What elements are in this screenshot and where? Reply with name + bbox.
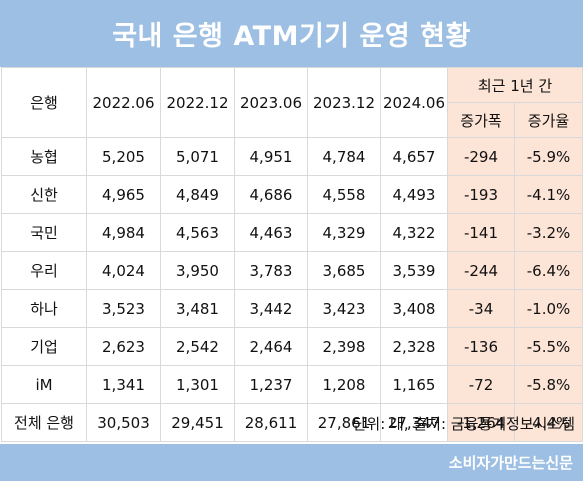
count-cell: 1,208 <box>307 365 381 404</box>
bank-name: iM <box>1 365 87 404</box>
change-group-header: 최근 1년 간 <box>447 67 583 103</box>
count-cell: 4,024 <box>86 251 161 290</box>
bank-name: 우리 <box>1 251 87 290</box>
count-cell: 4,784 <box>307 137 381 176</box>
bank-name: 전체 은행 <box>1 403 87 442</box>
change-amount-cell: -193 <box>447 175 515 214</box>
count-cell: 1,237 <box>234 365 308 404</box>
count-cell: 3,481 <box>160 289 235 328</box>
bank-name: 하나 <box>1 289 87 328</box>
count-cell: 3,685 <box>307 251 381 290</box>
table-row: 전체 은행 30,503 29,451 28,611 27,861 27,347 -1,26… <box>1 403 583 442</box>
count-cell: 4,849 <box>160 175 235 214</box>
count-cell: 1,165 <box>380 365 448 404</box>
count-cell: 4,558 <box>307 175 381 214</box>
count-cell: 4,493 <box>380 175 448 214</box>
change-rate-cell: -5.5% <box>514 327 583 366</box>
count-cell: 28,611 <box>234 403 308 442</box>
count-cell: 2,623 <box>86 327 161 366</box>
change-amount-cell: -1,264 <box>447 403 515 442</box>
publisher-name: 소비자가만드는신문 <box>448 454 573 472</box>
count-cell: 2,398 <box>307 327 381 366</box>
period-header: 2022.06 <box>86 67 161 138</box>
bank-name: 신한 <box>1 175 87 214</box>
table-row: iM 1,341 1,301 1,237 1,208 1,165 -72 -5.8% <box>1 365 583 404</box>
count-cell: 30,503 <box>86 403 161 442</box>
change-rate-cell: -6.4% <box>514 251 583 290</box>
source-footnote: 단위: 대, 출처: 금융통계정보시스템 <box>352 415 575 433</box>
count-cell: 4,322 <box>380 213 448 252</box>
change-rate-cell: -3.2% <box>514 213 583 252</box>
period-header: 2024.06 <box>380 67 448 138</box>
count-cell: 27,347 <box>380 403 448 442</box>
change-amount-cell: -294 <box>447 137 515 176</box>
count-cell: 3,783 <box>234 251 308 290</box>
count-cell: 1,301 <box>160 365 235 404</box>
atm-table: 은행 2022.06 2022.12 2023.06 2023.12 2024.06 최근 … <box>1 67 583 442</box>
bank-name: 국민 <box>1 213 87 252</box>
period-header: 2023.06 <box>234 67 308 138</box>
count-cell: 3,539 <box>380 251 448 290</box>
count-cell: 3,442 <box>234 289 308 328</box>
count-cell: 3,423 <box>307 289 381 328</box>
table-row: 우리 4,024 3,950 3,783 3,685 3,539 -244 -6.4% <box>1 251 583 290</box>
change-rate-cell: -4.4% <box>514 403 583 442</box>
change-rate-cell: -4.1% <box>514 175 583 214</box>
change-rate-cell: -1.0% <box>514 289 583 328</box>
change-amount-cell: -34 <box>447 289 515 328</box>
period-header: 2023.12 <box>307 67 381 138</box>
count-cell: 3,523 <box>86 289 161 328</box>
count-cell: 3,408 <box>380 289 448 328</box>
count-cell: 1,341 <box>86 365 161 404</box>
header-subrow: 증가폭 증가율 <box>2 102 583 138</box>
table-row: 기업 2,623 2,542 2,464 2,398 2,328 -136 -5.5% <box>1 327 583 366</box>
count-cell: 4,984 <box>86 213 161 252</box>
count-cell: 3,950 <box>160 251 235 290</box>
change-rate-header: 증가율 <box>514 102 583 138</box>
table-row: 하나 3,523 3,481 3,442 3,423 3,408 -34 -1.0% <box>1 289 583 328</box>
bank-header: 은행 <box>1 67 87 138</box>
page-title: 국내 은행 ATM기기 운영 현황 <box>0 0 583 67</box>
change-rate-cell: -5.8% <box>514 365 583 404</box>
change-amount-cell: -244 <box>447 251 515 290</box>
table-row: 국민 4,984 4,563 4,463 4,329 4,322 -141 -3.2% <box>1 213 583 252</box>
change-rate-cell: -5.9% <box>514 137 583 176</box>
table-row: 신한 4,965 4,849 4,686 4,558 4,493 -193 -4.1% <box>1 175 583 214</box>
change-amount-cell: -72 <box>447 365 515 404</box>
count-cell: 4,563 <box>160 213 235 252</box>
count-cell: 4,329 <box>307 213 381 252</box>
change-amount-cell: -141 <box>447 213 515 252</box>
count-cell: 4,951 <box>234 137 308 176</box>
count-cell: 4,965 <box>86 175 161 214</box>
count-cell: 2,542 <box>160 327 235 366</box>
period-header: 2022.12 <box>160 67 235 138</box>
change-amount-header: 증가폭 <box>447 102 515 138</box>
header-row: 은행 2022.06 2022.12 2023.06 2023.12 2024.06 최근 … <box>1 67 583 138</box>
bank-name: 농협 <box>1 137 87 176</box>
count-cell: 5,071 <box>160 137 235 176</box>
table-row: 농협 5,205 5,071 4,951 4,784 4,657 -294 -5.9% <box>1 137 583 176</box>
count-cell: 2,328 <box>380 327 448 366</box>
change-amount-cell: -136 <box>447 327 515 366</box>
count-cell: 27,861 <box>307 403 381 442</box>
count-cell: 29,451 <box>160 403 235 442</box>
publisher-banner: 소비자가만드는신문 <box>0 444 583 481</box>
bank-name: 기업 <box>1 327 87 366</box>
count-cell: 4,686 <box>234 175 308 214</box>
count-cell: 2,464 <box>234 327 308 366</box>
count-cell: 4,657 <box>380 137 448 176</box>
count-cell: 4,463 <box>234 213 308 252</box>
count-cell: 5,205 <box>86 137 161 176</box>
